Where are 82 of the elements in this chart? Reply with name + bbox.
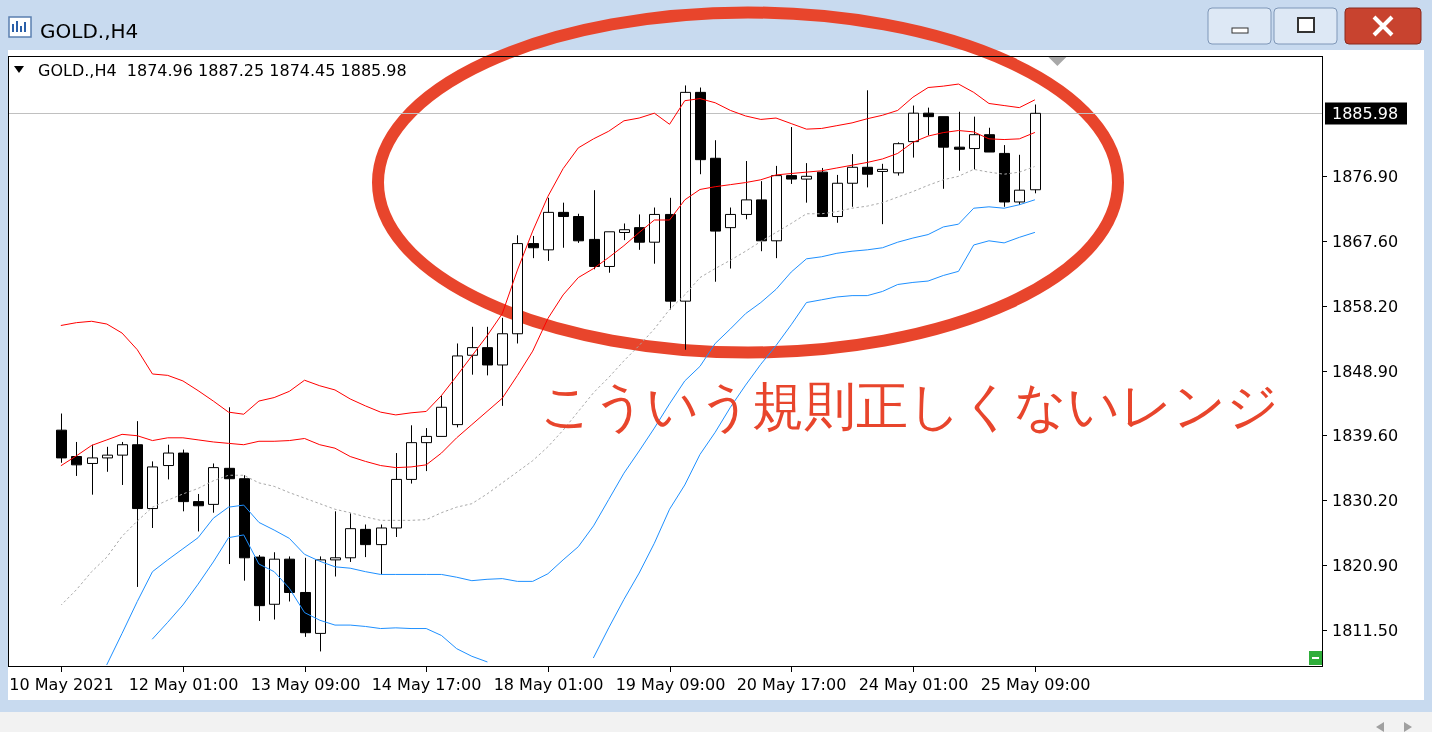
candlestick — [497, 317, 508, 407]
candlestick — [452, 342, 463, 428]
candlestick — [436, 394, 447, 437]
candlestick — [421, 427, 432, 472]
candlestick — [269, 551, 280, 621]
candlestick — [923, 107, 934, 136]
candlestick — [391, 452, 402, 538]
candlestick — [528, 235, 539, 259]
candlestick — [87, 444, 98, 496]
candlestick — [801, 162, 812, 204]
candlestick — [954, 111, 965, 172]
candlestick — [847, 153, 858, 208]
y-tick-label: 1839.60 — [1332, 426, 1399, 445]
y-tick-label: 1820.90 — [1332, 556, 1399, 575]
candlestick — [999, 144, 1010, 208]
candlestick — [756, 180, 767, 252]
candlestick — [345, 512, 356, 563]
candlestick — [224, 406, 235, 565]
x-tick-label: 20 May 17:00 — [736, 675, 847, 694]
candlestick — [725, 207, 736, 270]
candlestick — [376, 524, 387, 575]
y-tick-label: 1811.50 — [1332, 621, 1399, 640]
candlestick — [710, 139, 721, 283]
candlestick — [573, 213, 584, 244]
candlestick — [132, 420, 143, 588]
chart-subtitle: GOLD.,H4 1874.96 1887.25 1874.45 1885.98 — [38, 61, 407, 80]
candlestick — [938, 116, 949, 190]
candlestick — [406, 424, 417, 485]
candlestick — [284, 555, 295, 602]
candlestick — [665, 197, 676, 310]
x-tick-label: 19 May 09:00 — [615, 675, 726, 694]
candlestick — [208, 462, 219, 514]
candlestick — [832, 174, 843, 224]
candlestick — [862, 89, 873, 188]
candlestick — [680, 84, 691, 351]
y-tick-label: 1830.20 — [1332, 491, 1399, 510]
candlestick — [71, 441, 82, 477]
candlestick — [330, 510, 341, 578]
candlestick — [315, 555, 326, 652]
candlestick — [695, 87, 706, 175]
candlestick — [771, 165, 782, 259]
x-tick-label: 24 May 01:00 — [858, 675, 969, 694]
candlestick — [178, 449, 189, 512]
candlestick — [1030, 104, 1041, 194]
y-tick-label: 1848.90 — [1332, 362, 1399, 381]
candlestick — [147, 460, 158, 529]
x-tick-label: 25 May 09:00 — [980, 675, 1091, 694]
candlestick — [969, 116, 980, 170]
candlestick — [239, 474, 250, 582]
candlestick — [512, 234, 523, 344]
y-tick-label: 1876.90 — [1332, 167, 1399, 186]
candlestick — [482, 326, 493, 376]
candlestick — [558, 202, 569, 249]
candlestick — [817, 167, 828, 218]
x-tick-label: 12 May 01:00 — [128, 675, 239, 694]
candlestick — [117, 441, 128, 486]
candlestick — [360, 524, 371, 558]
candlestick — [786, 126, 797, 185]
y-tick-label: 1867.60 — [1332, 232, 1399, 251]
candlestick — [543, 197, 554, 262]
candlestick — [193, 493, 204, 532]
x-tick-label: 13 May 09:00 — [250, 675, 361, 694]
x-tick-label: 14 May 17:00 — [371, 675, 482, 694]
candlestick — [604, 231, 615, 274]
chart-title: GOLD.,H4 — [40, 19, 139, 43]
candlestick — [908, 105, 919, 159]
ref-line-label: 1885.98 — [1332, 104, 1399, 123]
candlestick — [254, 554, 265, 622]
candlestick — [893, 141, 904, 177]
candlestick — [877, 163, 888, 225]
candlestick — [163, 444, 174, 480]
x-tick-label: 18 May 01:00 — [493, 675, 604, 694]
x-tick-label: 10 May 2021 — [9, 675, 114, 694]
candlestick — [300, 557, 311, 638]
candlestick — [589, 189, 600, 270]
y-tick-label: 1858.20 — [1332, 297, 1399, 316]
candlestick — [1014, 154, 1025, 206]
candlestick — [741, 160, 752, 220]
candlestick — [619, 222, 630, 241]
candlestick — [102, 446, 113, 473]
candlestick — [649, 207, 660, 265]
candlestick — [56, 413, 67, 464]
